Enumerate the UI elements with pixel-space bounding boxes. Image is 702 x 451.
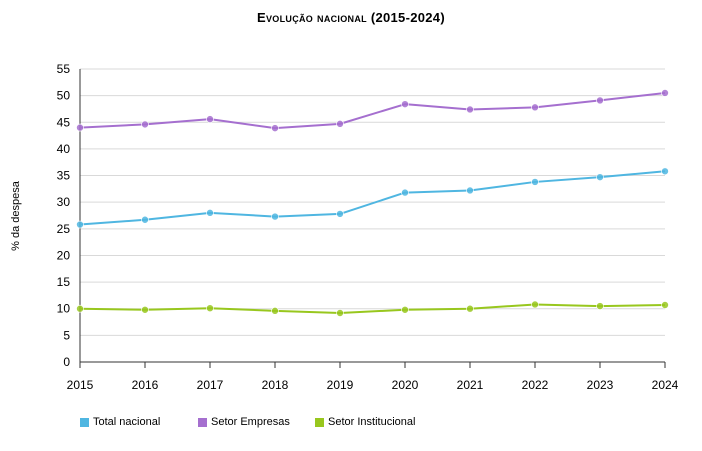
y-tick-label: 35	[57, 169, 71, 183]
y-tick-label: 25	[57, 222, 71, 236]
chart-title: Evolução nacional (2015-2024)	[257, 10, 445, 25]
data-point[interactable]	[661, 89, 669, 97]
x-tick-label: 2024	[652, 378, 679, 392]
data-point[interactable]	[596, 302, 604, 310]
data-point[interactable]	[401, 100, 409, 108]
y-tick-label: 20	[57, 248, 71, 262]
legend-label: Setor Institucional	[328, 416, 416, 428]
data-point[interactable]	[336, 210, 344, 218]
data-point[interactable]	[401, 305, 409, 314]
y-tick-label: 30	[57, 195, 71, 209]
data-point[interactable]	[271, 124, 279, 132]
data-point[interactable]	[466, 186, 474, 195]
x-tick-label: 2019	[327, 378, 354, 392]
data-point[interactable]	[531, 300, 539, 309]
data-point[interactable]	[76, 220, 84, 229]
data-point[interactable]	[141, 215, 149, 224]
y-tick-label: 10	[57, 302, 71, 316]
data-point[interactable]	[141, 120, 149, 129]
data-point[interactable]	[401, 188, 409, 197]
x-tick-label: 2016	[132, 378, 159, 392]
data-point[interactable]	[661, 167, 669, 176]
x-tick-labels: 2015 2016 2017 2018 2019 2020 2021 2022 2023 2024	[67, 378, 679, 392]
legend-item[interactable]: Setor Empresas	[198, 416, 290, 428]
data-point[interactable]	[596, 173, 604, 181]
data-point[interactable]	[206, 209, 214, 217]
data-point[interactable]	[661, 301, 669, 309]
legend-swatch	[80, 417, 89, 427]
series-lines	[76, 89, 669, 317]
y-axis-label: % da despesa	[10, 180, 22, 251]
legend-label: Setor Empresas	[211, 416, 290, 428]
data-point[interactable]	[531, 103, 539, 112]
y-tick-label: 40	[57, 142, 71, 156]
y-tick-label: 5	[63, 328, 70, 342]
series-line	[79, 303, 666, 314]
data-point[interactable]	[271, 212, 279, 221]
data-point[interactable]	[531, 178, 539, 186]
legend-swatch	[315, 417, 324, 427]
legend-item[interactable]: Total nacional	[80, 416, 160, 428]
data-point[interactable]	[206, 304, 214, 312]
y-tick-label: 50	[57, 89, 71, 103]
x-tick-label: 2022	[522, 378, 549, 392]
legend-label: Total nacional	[93, 416, 161, 428]
x-tick-label: 2020	[392, 378, 419, 392]
series-setor-empresas	[76, 89, 669, 132]
data-point[interactable]	[141, 305, 149, 314]
data-point[interactable]	[336, 309, 344, 317]
series-total-nacional	[76, 167, 669, 229]
data-point[interactable]	[466, 304, 474, 313]
data-point[interactable]	[76, 123, 84, 132]
x-tick-label: 2023	[587, 378, 614, 392]
data-point[interactable]	[596, 96, 604, 105]
x-tick-label: 2018	[262, 378, 289, 392]
data-point[interactable]	[271, 307, 279, 315]
data-point[interactable]	[336, 120, 344, 128]
y-tick-labels: 0 5 10 15 20 25 30 35 40 45 50 55	[57, 62, 71, 369]
y-tick-label: 45	[57, 115, 71, 129]
x-tick-label: 2017	[197, 378, 224, 392]
data-point[interactable]	[76, 304, 84, 313]
y-tick-label: 0	[63, 355, 70, 369]
y-tick-label: 15	[57, 275, 71, 289]
x-tick-label: 2015	[67, 378, 94, 392]
data-point[interactable]	[466, 105, 474, 114]
series-setor-institucional	[76, 300, 669, 317]
grid-lines	[80, 68, 665, 336]
axes	[79, 69, 666, 368]
legend-item[interactable]: Setor Institucional	[315, 416, 415, 428]
legend-swatch	[198, 417, 207, 427]
series-line	[79, 170, 666, 226]
x-tick-label: 2021	[457, 378, 484, 392]
series-line	[79, 91, 666, 130]
data-point[interactable]	[206, 115, 214, 123]
y-tick-label: 55	[57, 62, 71, 76]
